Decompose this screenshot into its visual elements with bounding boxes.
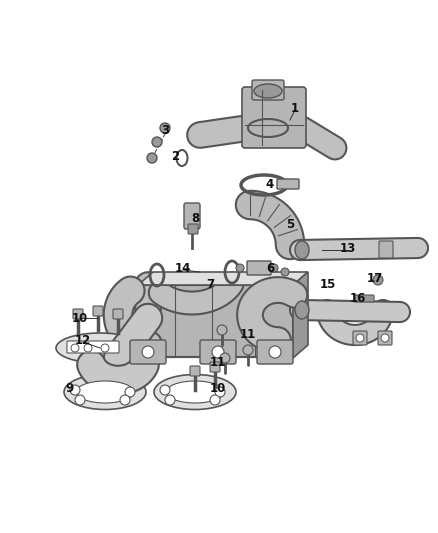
Ellipse shape [56, 333, 144, 363]
FancyBboxPatch shape [113, 309, 123, 319]
FancyBboxPatch shape [378, 331, 392, 345]
Text: 9: 9 [66, 382, 74, 394]
Circle shape [217, 325, 227, 335]
Circle shape [70, 385, 80, 395]
FancyBboxPatch shape [257, 340, 293, 364]
Text: 14: 14 [175, 262, 191, 274]
Circle shape [270, 264, 278, 272]
FancyBboxPatch shape [67, 341, 119, 353]
Text: 5: 5 [286, 219, 294, 231]
Text: 11: 11 [240, 328, 256, 342]
Circle shape [373, 275, 383, 285]
Circle shape [236, 264, 244, 272]
Text: 2: 2 [171, 150, 179, 164]
FancyBboxPatch shape [247, 261, 271, 275]
Circle shape [101, 344, 109, 352]
Text: 12: 12 [75, 334, 91, 346]
Text: 13: 13 [340, 241, 356, 254]
Ellipse shape [295, 241, 309, 259]
Ellipse shape [64, 375, 146, 409]
Text: 11: 11 [210, 356, 226, 368]
Text: 16: 16 [350, 292, 366, 304]
Ellipse shape [254, 84, 282, 98]
Circle shape [120, 395, 130, 405]
FancyBboxPatch shape [252, 80, 284, 100]
FancyBboxPatch shape [200, 340, 236, 364]
FancyBboxPatch shape [277, 179, 299, 189]
Circle shape [152, 137, 162, 147]
Circle shape [160, 385, 170, 395]
FancyBboxPatch shape [190, 366, 200, 376]
FancyBboxPatch shape [353, 331, 367, 345]
Polygon shape [293, 272, 308, 358]
Circle shape [147, 153, 157, 163]
Circle shape [142, 346, 154, 358]
Text: 8: 8 [191, 212, 199, 224]
Circle shape [212, 346, 224, 358]
Circle shape [381, 334, 389, 342]
Text: 1: 1 [291, 101, 299, 115]
Ellipse shape [166, 381, 224, 403]
Polygon shape [138, 272, 308, 285]
Circle shape [281, 268, 289, 276]
Circle shape [215, 387, 225, 397]
FancyBboxPatch shape [354, 295, 374, 302]
Ellipse shape [295, 301, 309, 319]
Circle shape [71, 344, 79, 352]
Text: 7: 7 [206, 279, 214, 292]
Text: 4: 4 [266, 179, 274, 191]
Circle shape [243, 345, 253, 355]
FancyBboxPatch shape [73, 309, 83, 319]
Text: 10: 10 [210, 382, 226, 394]
FancyBboxPatch shape [379, 241, 393, 258]
FancyBboxPatch shape [138, 285, 293, 357]
Circle shape [356, 334, 364, 342]
FancyBboxPatch shape [130, 340, 166, 364]
Circle shape [165, 395, 175, 405]
FancyBboxPatch shape [242, 87, 306, 148]
Circle shape [160, 123, 170, 133]
Text: 10: 10 [72, 311, 88, 325]
Text: 3: 3 [161, 124, 169, 136]
FancyBboxPatch shape [188, 224, 198, 234]
Text: 17: 17 [367, 271, 383, 285]
Circle shape [220, 353, 230, 363]
Text: 15: 15 [320, 279, 336, 292]
FancyBboxPatch shape [210, 362, 220, 372]
Circle shape [75, 395, 85, 405]
Text: 6: 6 [266, 262, 274, 274]
Ellipse shape [154, 375, 236, 409]
Circle shape [84, 344, 92, 352]
FancyBboxPatch shape [184, 203, 200, 229]
FancyBboxPatch shape [93, 306, 103, 316]
Circle shape [210, 395, 220, 405]
Ellipse shape [76, 381, 134, 403]
Circle shape [269, 346, 281, 358]
Circle shape [125, 387, 135, 397]
